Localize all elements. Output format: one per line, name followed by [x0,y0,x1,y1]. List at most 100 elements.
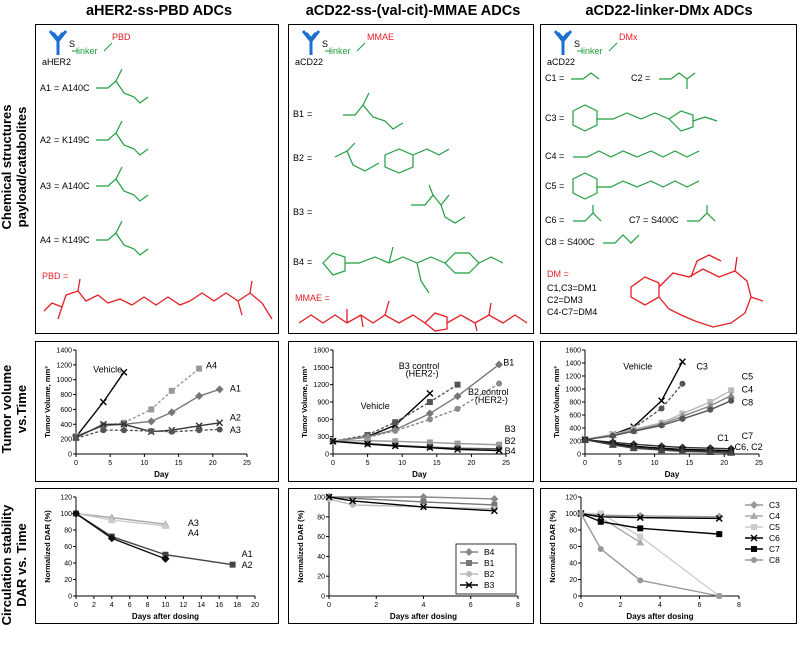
legend-entry: C5 [769,522,780,532]
x-tick-label: 6 [128,602,132,609]
y-tick-label: 200 [60,437,72,444]
diamond-marker [107,534,116,543]
triangle-marker [608,440,617,448]
diamond-marker [465,548,473,556]
x-tick-label: 0 [579,602,583,609]
series-line [75,512,166,527]
row-label-circulation-stability: Circulation stability DAR vs. Time [0,485,29,645]
series-line [580,512,720,520]
series-label: C1 [717,433,729,443]
x-tick-label: 10 [141,460,149,467]
item-site: A140C [62,83,90,93]
dm-line: C2=DM3 [547,295,583,305]
triangle-marker [727,391,736,399]
circle-marker [100,427,107,434]
triangle-marker [581,435,589,443]
circle-marker [466,571,472,577]
series-vehicle [72,368,128,441]
row-label-structures: Chemical structures payload/catabolites [0,67,29,267]
item-site: K149C [62,135,90,145]
chart-panel-tumor-her2: 0 200 400 600 800 1000 1200 1400 0 5 10 15 20 25 Day Tu… [35,341,279,482]
circle-marker [679,415,686,422]
item-name: A1 [40,83,51,93]
dm-line: C1,C3=DM1 [547,283,597,293]
structure-drawing-cd22-mmae: aCD22 S linker MMAE B1 = B2 = B3 = B4 = … [293,30,528,332]
series-label: C6, C2 [735,442,763,452]
y-tick-label: 300 [317,434,329,441]
x-tick-label: 18 [233,602,241,609]
y-tick-label: 80 [64,528,72,535]
svg-text:=: = [54,235,59,245]
item-name: B4 [293,257,304,267]
item-name: C3 [545,113,557,123]
diamond-marker [195,392,204,401]
item-name: C6 [545,215,557,225]
chart-panel-tumor-mmae: 0 300 600 900 1200 1500 1800 0 5 10 15 20 25 Day Tumor… [288,341,534,482]
y-tick-label: 1400 [56,348,72,355]
series-c2 [581,435,736,456]
y-tick-label: 600 [60,407,72,414]
x-tick-label: 25 [243,460,251,467]
x-tick-label: 25 [502,460,510,467]
y-axis-label: Normalized DAR (%) [548,510,557,583]
structure-item-a4: A4 = K149C [40,220,149,256]
square-marker [751,524,757,530]
series-line [332,440,500,446]
chart-panel-dar-mmae: 0 20 40 60 80 100 0 2 4 6 8 Days after dosing Normal… [288,488,534,624]
y-tick-label: 120 [60,495,72,502]
x-tick-label: 16 [215,602,223,609]
payload-label: DMx [619,32,638,42]
series-label: Vehicle [361,401,390,411]
series-line [332,382,500,442]
svg-text:=: = [54,181,59,191]
tumor-volume-chart-her2: 0 200 400 600 800 1000 1200 1400 0 5 10 15 20 25 Day Tu… [43,348,251,480]
mmae-structure-drawing [298,300,528,332]
legend-entry: B2 [484,569,495,579]
x-tick-label: 5 [366,460,370,467]
x-marker [325,493,333,501]
row-label-line: Circulation stability [0,504,14,626]
series-a1 [73,510,236,568]
series-label: C5 [742,371,754,381]
structure-item-c3: C3 = [545,104,718,132]
square-marker [148,406,155,413]
square-marker [728,387,735,394]
y-tick-label: 0 [577,452,581,459]
x-tick-label: 15 [175,460,183,467]
circle-marker [196,427,203,434]
series-label: B2 control [468,387,509,397]
circle-marker [716,593,723,599]
y-axis-label: Tumor Volume, mm³ [300,366,309,438]
circle-marker [392,427,399,434]
square-marker [392,419,399,426]
square-marker [162,551,169,558]
x-tick-label: 8 [516,602,520,609]
x-marker [195,422,203,430]
dm-line: C4-C7=DM4 [547,307,597,317]
linker-label: linker [329,46,351,56]
diamond-marker [215,385,224,394]
y-tick-label: 100 [565,511,577,518]
square-marker [637,525,644,532]
diamond-marker [161,554,170,563]
structure-item-c7: C7 = S400C [629,205,716,225]
antibody-label: aCD22 [547,57,575,67]
series-label: B4 [505,446,516,456]
series-line [580,512,720,535]
y-tick-label: 200 [569,439,581,446]
x-marker [364,440,372,448]
series-line [328,498,495,510]
x-tick-label: 8 [737,602,741,609]
triangle-marker [629,444,638,452]
x-axis-label: Day [665,470,680,479]
circle-marker [658,422,665,429]
series-label: C7 [742,431,754,441]
item-name: C5 [545,181,557,191]
structure-item-c8: C8 = S400C [545,234,640,247]
y-tick-label: 1600 [565,348,581,355]
series-line [584,389,732,441]
diamond-marker [453,392,462,401]
triangle-marker [750,512,758,519]
diamond-marker [715,512,724,521]
triangle-marker [678,447,687,455]
